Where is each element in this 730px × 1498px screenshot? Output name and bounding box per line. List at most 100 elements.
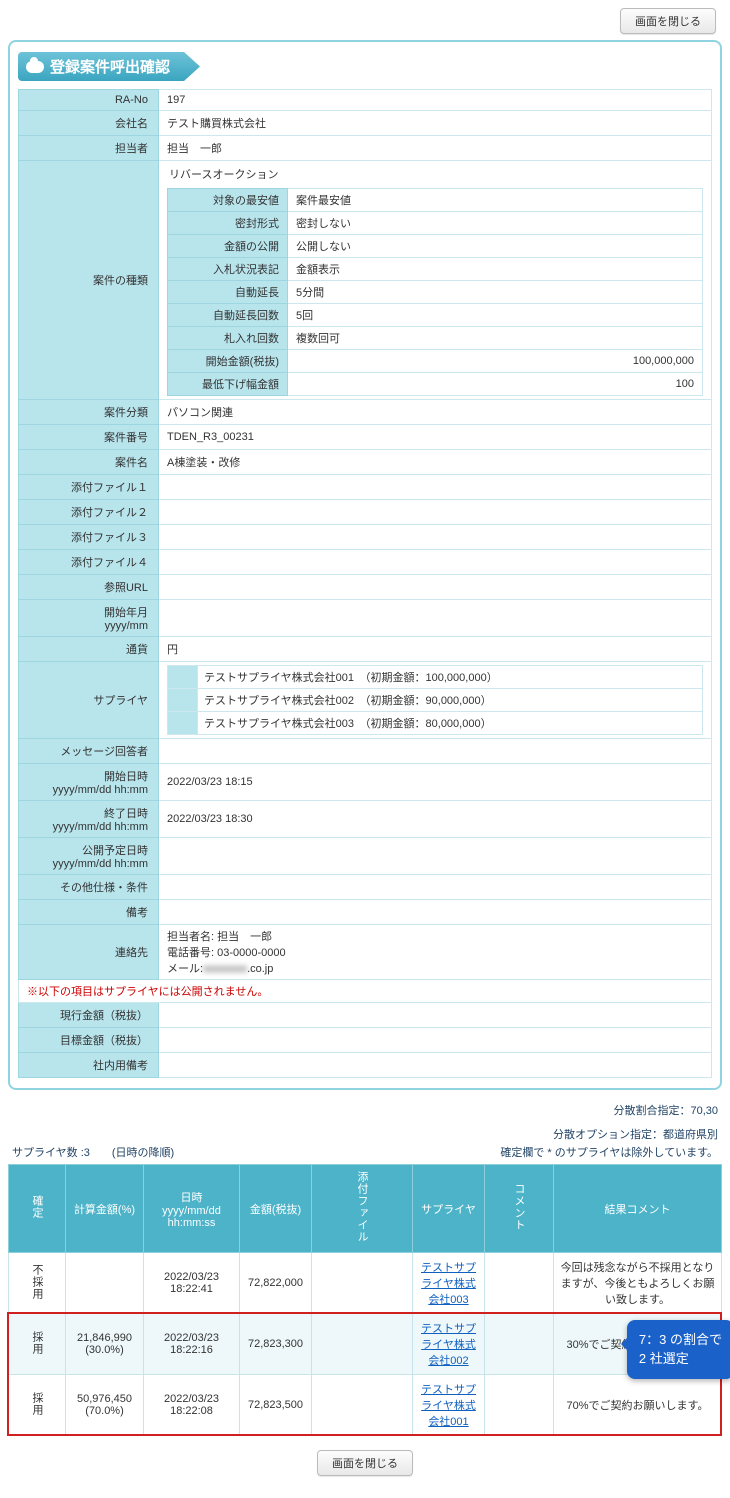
- page-container: 画面を閉じる 登録案件呼出確認 RA-No197会社名テスト購買株式会社担当者担…: [0, 0, 730, 1498]
- field-label: 添付ファイル３: [19, 525, 159, 550]
- ratio-summary: 分散割合指定：70,30: [8, 1102, 718, 1118]
- close-button-top[interactable]: 画面を閉じる: [620, 8, 716, 34]
- field-value: [159, 525, 712, 550]
- result-cell: 今回は残念ながら不採用となりますが、今後ともよろしくお願い致します。: [554, 1253, 722, 1314]
- field-value: 2022/03/23 18:30: [159, 801, 712, 838]
- comment-cell: [485, 1375, 554, 1436]
- field-value: [159, 1003, 712, 1028]
- supplier-row: テストサプライヤ株式会社002 （初期金額：90,000,000）: [198, 689, 703, 712]
- comment-cell: [485, 1253, 554, 1314]
- field-value: A棟塗装・改修: [159, 450, 712, 475]
- supplier-list: テストサプライヤ株式会社001 （初期金額：100,000,000）テストサプラ…: [167, 665, 703, 735]
- field-label: 開始年月yyyy/mm: [19, 600, 159, 637]
- field-label: 現行金額（税抜）: [19, 1003, 159, 1028]
- field-value: TDEN_R3_00231: [159, 425, 712, 450]
- result-col: 結果コメント: [554, 1165, 722, 1253]
- field-value: [159, 875, 712, 900]
- calc-cell: 21,846,990(30.0%): [66, 1314, 144, 1375]
- inner-label: 自動延長回数: [168, 304, 288, 327]
- datetime-cell: 2022/03/23 18:22:16: [144, 1314, 240, 1375]
- field-label: サプライヤ: [19, 662, 159, 739]
- field-label: 案件名: [19, 450, 159, 475]
- result-col: コメント: [485, 1165, 554, 1253]
- field-label: 案件分類: [19, 400, 159, 425]
- comment-cell: [485, 1314, 554, 1375]
- field-label: 添付ファイル１: [19, 475, 159, 500]
- inner-value: 複数回可: [288, 327, 703, 350]
- field-label: 目標金額（税抜）: [19, 1028, 159, 1053]
- inner-label: 金額の公開: [168, 235, 288, 258]
- inner-value: 金額表示: [288, 258, 703, 281]
- supplier-row: テストサプライヤ株式会社003 （初期金額：80,000,000）: [198, 712, 703, 735]
- amount-cell: 72,823,500: [240, 1375, 312, 1436]
- field-label: メッセージ回答者: [19, 739, 159, 764]
- field-label: 連絡先: [19, 925, 159, 980]
- result-cell: 70%でご契約お願いします。: [554, 1375, 722, 1436]
- field-value: [159, 575, 712, 600]
- inner-value: 密封しない: [288, 212, 703, 235]
- calc-cell: 50,976,450(70.0%): [66, 1375, 144, 1436]
- case-type-title: リバースオークション: [167, 164, 703, 186]
- field-value: リバースオークション対象の最安値案件最安値密封形式密封しない金額の公開公開しない…: [159, 161, 712, 400]
- amount-cell: 72,822,000: [240, 1253, 312, 1314]
- field-value: [159, 1053, 712, 1078]
- field-label: 終了日時yyyy/mm/dd hh:mm: [19, 801, 159, 838]
- inner-label: 密封形式: [168, 212, 288, 235]
- datetime-cell: 2022/03/23 18:22:41: [144, 1253, 240, 1314]
- status-cell: 採用: [9, 1314, 66, 1375]
- supplier-link[interactable]: テストサプライヤ株式会社003: [421, 1262, 476, 1306]
- supplier-cell: テストサプライヤ株式会社002: [413, 1314, 485, 1375]
- supplier-mark: [168, 666, 198, 689]
- result-row: 不採用2022/03/23 18:22:4172,822,000テストサプライヤ…: [9, 1253, 722, 1314]
- field-label: 担当者: [19, 136, 159, 161]
- field-value: [159, 900, 712, 925]
- field-label: 添付ファイル２: [19, 500, 159, 525]
- result-row: 採用50,976,450(70.0%)2022/03/23 18:22:0872…: [9, 1375, 722, 1436]
- result-table: 確定計算金額(%)日時yyyy/mm/ddhh:mm:ss金額(税抜)添付ファイ…: [8, 1164, 722, 1436]
- field-value: [159, 500, 712, 525]
- field-value: [159, 475, 712, 500]
- supplier-link[interactable]: テストサプライヤ株式会社002: [421, 1323, 476, 1367]
- inner-value: 5回: [288, 304, 703, 327]
- calc-cell: [66, 1253, 144, 1314]
- field-value: 担当 一郎: [159, 136, 712, 161]
- inner-label: 自動延長: [168, 281, 288, 304]
- inner-label: 開始金額(税抜): [168, 350, 288, 373]
- supplier-row: テストサプライヤ株式会社001 （初期金額：100,000,000）: [198, 666, 703, 689]
- list-header: サプライヤ数 :3 (日時の降順) 確定欄で * のサプライヤは除外しています。: [12, 1144, 718, 1160]
- field-value: 円: [159, 637, 712, 662]
- file-cell: [312, 1253, 413, 1314]
- result-col: サプライヤ: [413, 1165, 485, 1253]
- field-value: 197: [159, 90, 712, 111]
- option-summary: 分散オプション指定：都道府県別: [8, 1126, 718, 1142]
- result-col: 日時yyyy/mm/ddhh:mm:ss: [144, 1165, 240, 1253]
- supplier-mark: [168, 689, 198, 712]
- field-value: テストサプライヤ株式会社001 （初期金額：100,000,000）テストサプラ…: [159, 662, 712, 739]
- exclude-note: 確定欄で * のサプライヤは除外しています。: [500, 1144, 718, 1160]
- cloud-icon: [26, 61, 44, 73]
- inner-label: 札入れ回数: [168, 327, 288, 350]
- result-col: 添付ファイル: [312, 1165, 413, 1253]
- warning-text: ※以下の項目はサプライヤには公開されません。: [19, 980, 712, 1003]
- field-value: 担当者名: 担当 一郎電話番号: 03-0000-0000メール:xxxxxxx…: [159, 925, 712, 980]
- field-label: RA-No: [19, 90, 159, 111]
- field-value: パソコン関連: [159, 400, 712, 425]
- field-label: 通貨: [19, 637, 159, 662]
- field-label: 案件の種類: [19, 161, 159, 400]
- top-button-bar: 画面を閉じる: [8, 8, 722, 34]
- supplier-link[interactable]: テストサプライヤ株式会社001: [421, 1384, 476, 1428]
- supplier-cell: テストサプライヤ株式会社003: [413, 1253, 485, 1314]
- result-col: 金額(税抜): [240, 1165, 312, 1253]
- case-type-table: 対象の最安値案件最安値密封形式密封しない金額の公開公開しない入札状況表記金額表示…: [167, 188, 703, 396]
- inner-value: 公開しない: [288, 235, 703, 258]
- file-cell: [312, 1314, 413, 1375]
- field-value: [159, 838, 712, 875]
- inner-value: 5分間: [288, 281, 703, 304]
- inner-label: 最低下げ幅金額: [168, 373, 288, 396]
- field-value: [159, 600, 712, 637]
- panel-title: 登録案件呼出確認: [18, 52, 200, 81]
- field-value: [159, 739, 712, 764]
- field-label: 添付ファイル４: [19, 550, 159, 575]
- inner-value: 案件最安値: [288, 189, 703, 212]
- close-button-bottom[interactable]: 画面を閉じる: [317, 1450, 413, 1476]
